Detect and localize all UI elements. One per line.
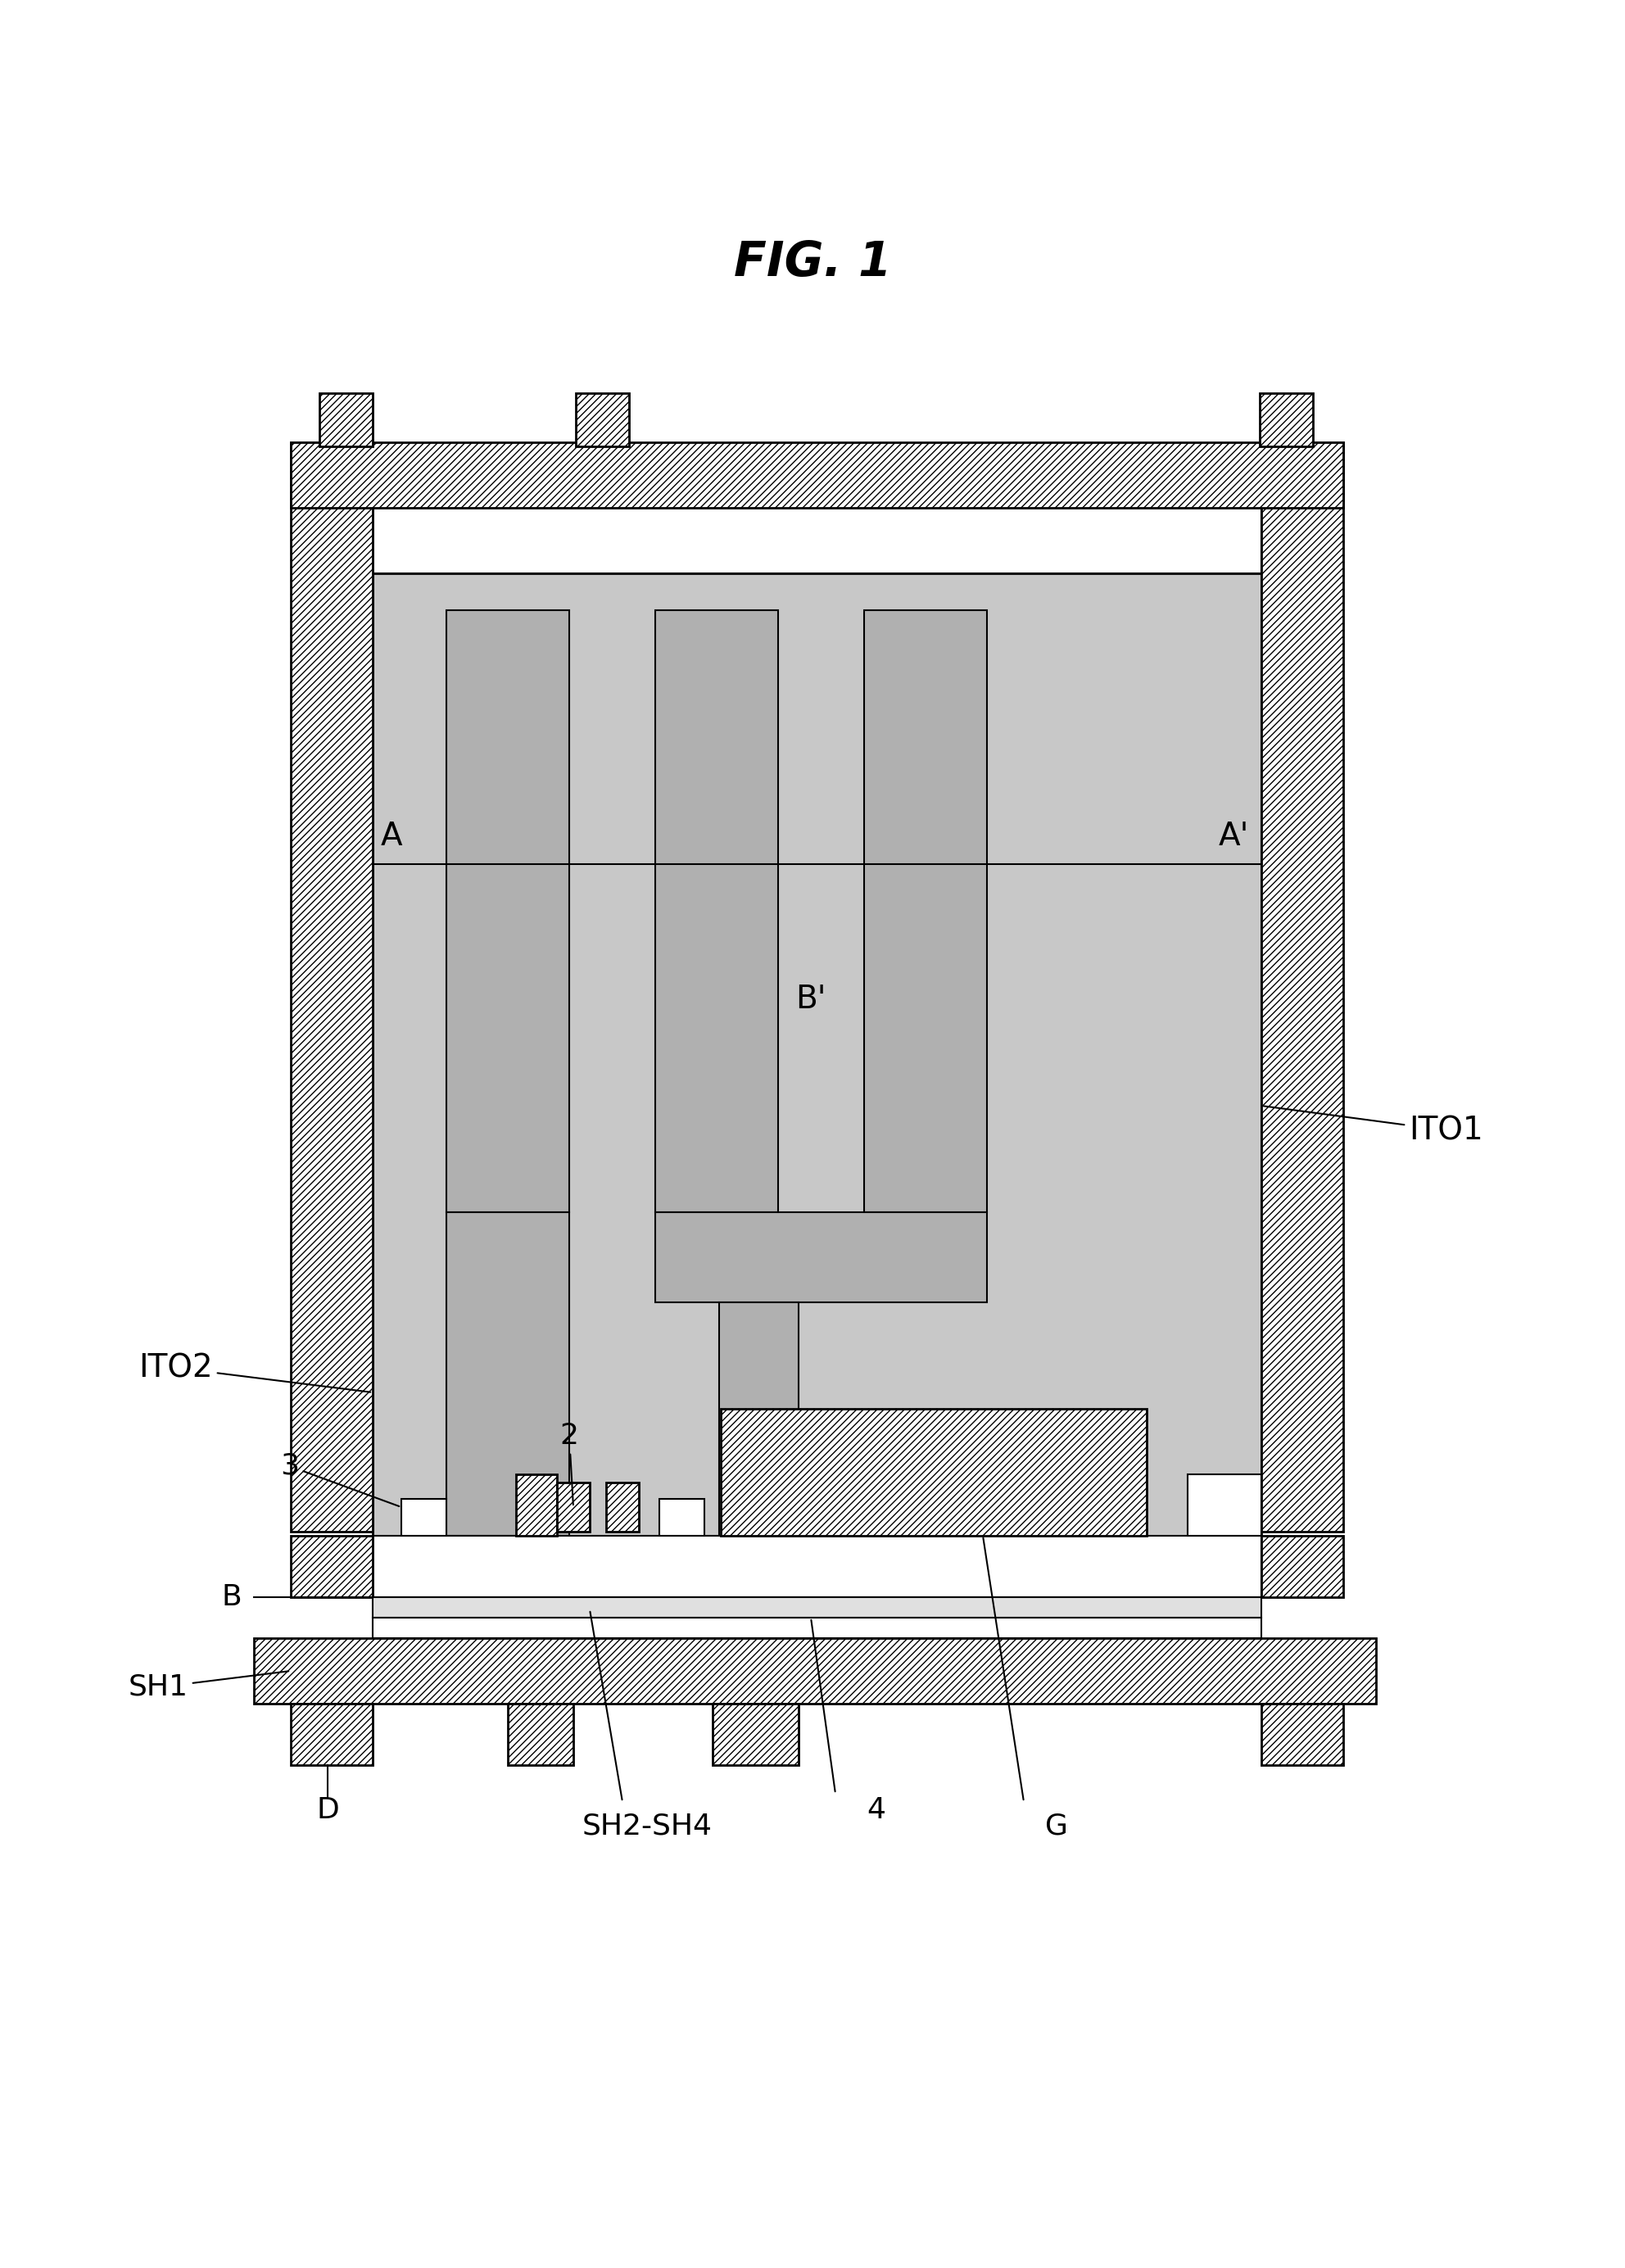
Bar <box>320 392 372 447</box>
Text: G: G <box>1045 1812 1068 1839</box>
Bar <box>254 1637 1376 1703</box>
Text: B': B' <box>796 984 826 1014</box>
Bar <box>291 442 1344 508</box>
Bar <box>660 1499 704 1535</box>
Bar <box>507 1703 574 1765</box>
Bar <box>372 1535 1261 1597</box>
Text: SH1: SH1 <box>128 1672 289 1701</box>
Bar <box>372 1617 1261 1637</box>
Bar <box>372 574 1261 1535</box>
Bar <box>720 1302 798 1535</box>
Bar <box>372 508 1261 574</box>
Bar <box>291 1703 372 1765</box>
Bar <box>1261 442 1344 1531</box>
Text: 4: 4 <box>868 1796 886 1823</box>
Bar <box>517 1474 557 1535</box>
Bar <box>557 1483 590 1531</box>
Bar <box>372 506 1261 574</box>
Bar <box>1261 1703 1344 1765</box>
Bar <box>606 1483 639 1531</box>
Bar <box>655 1211 986 1302</box>
Bar <box>722 1408 1147 1535</box>
Bar <box>1188 1474 1261 1535</box>
Text: D: D <box>317 1796 340 1823</box>
Text: ITO1: ITO1 <box>1264 1107 1484 1145</box>
Bar <box>447 1211 569 1535</box>
Bar <box>1259 392 1313 447</box>
Bar <box>1261 1535 1344 1597</box>
Bar <box>291 1535 372 1597</box>
Text: A: A <box>380 821 403 853</box>
Text: 2: 2 <box>561 1422 578 1504</box>
Bar <box>655 610 778 1211</box>
Text: B: B <box>221 1583 242 1610</box>
Text: SH2-SH4: SH2-SH4 <box>582 1812 712 1839</box>
Bar <box>575 392 629 447</box>
Bar <box>401 1499 447 1535</box>
Text: 3: 3 <box>280 1452 400 1506</box>
Text: ITO2: ITO2 <box>138 1352 371 1393</box>
Text: FIG. 1: FIG. 1 <box>733 238 892 286</box>
Bar <box>713 1703 798 1765</box>
Text: A': A' <box>1219 821 1250 853</box>
Bar <box>372 1597 1261 1617</box>
Bar <box>447 610 569 1211</box>
Bar <box>865 610 986 1211</box>
Bar <box>291 442 372 1531</box>
